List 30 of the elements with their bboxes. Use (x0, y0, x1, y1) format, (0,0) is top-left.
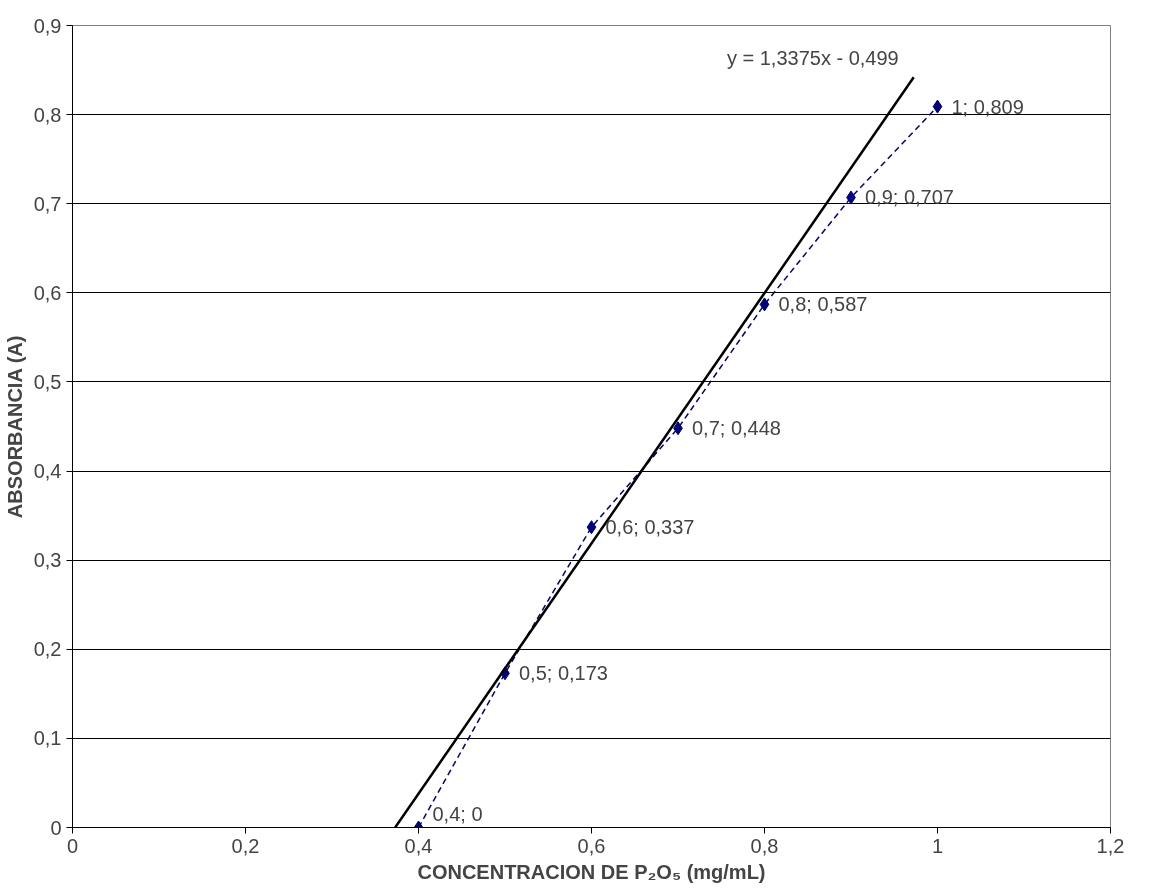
y-tick-label: 0,3 (33, 549, 62, 572)
x-tick-label: 1 (931, 834, 944, 857)
y-tick-label: 0,9 (33, 14, 62, 37)
data-label: 1; 0,809 (951, 95, 1024, 118)
y-tick-label: 0,2 (33, 638, 62, 661)
y-tick-label: 0,1 (33, 727, 62, 750)
y-tick-label: 0,8 (33, 103, 62, 126)
point (932, 99, 943, 114)
data-label: 0,9; 0,707 (865, 186, 954, 209)
x-tick-label: 0,4 (404, 834, 433, 857)
y-tick-label: 0,5 (33, 370, 62, 393)
data-label: 0,7; 0,448 (692, 417, 781, 440)
annotation: y = 1,3375x - 0,499 (726, 47, 899, 70)
x-tick-label: 0 (66, 834, 79, 857)
x-tick-label: 1,2 (1096, 834, 1125, 857)
y-tick-label: 0,4 (33, 460, 62, 483)
point (759, 297, 770, 312)
point (586, 520, 597, 535)
x-tick-label: 0,8 (750, 834, 779, 857)
x-axis-title: CONCENTRACION DE P₂O₅ (mg/mL) (417, 860, 766, 883)
data-label: 0,8; 0,587 (778, 293, 868, 316)
y-tick-label: 0,7 (33, 192, 62, 215)
data-label: 0,6; 0,337 (605, 516, 695, 539)
x-tick-label: 0,6 (577, 834, 606, 857)
x-tick-label: 0,2 (231, 834, 260, 857)
y-tick-label: 0,6 (33, 281, 62, 304)
y-axis-title: ABSORBANCIA (A) (3, 335, 26, 519)
data-label: 0,5; 0,173 (519, 662, 608, 685)
data-label: 0,4; 0 (432, 802, 483, 825)
y-tick-label: 0 (50, 816, 62, 839)
